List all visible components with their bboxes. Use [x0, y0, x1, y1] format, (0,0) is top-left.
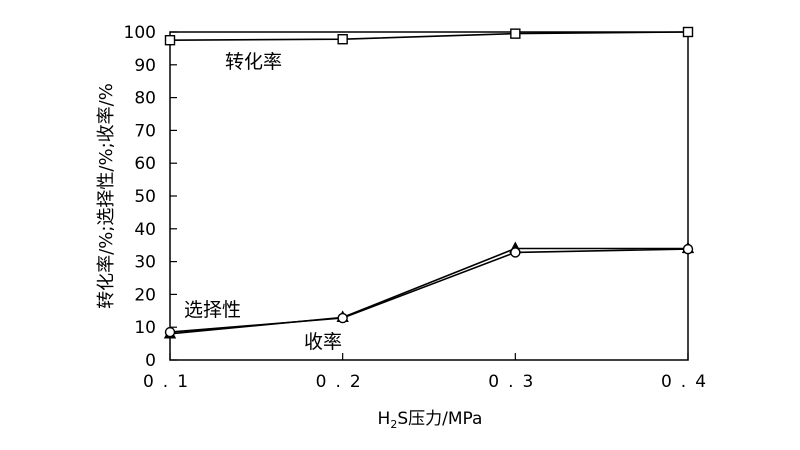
series-line — [169, 247, 688, 335]
y-tick-label: 30 — [134, 253, 156, 273]
circle-marker — [510, 247, 521, 258]
square-marker — [337, 34, 348, 45]
x-axis-label-rest: S压力/MPa — [397, 409, 482, 429]
circle-marker — [337, 312, 348, 324]
y-tick-label: 70 — [134, 121, 156, 141]
series-square — [164, 26, 694, 46]
y-tick-label: 10 — [134, 318, 156, 338]
square-marker — [510, 28, 521, 39]
series-label-yield: 收率 — [304, 331, 342, 353]
y-tick-label: 80 — [134, 89, 156, 109]
x-tick-label: 0.2 — [316, 372, 370, 392]
y-tick-label: 50 — [134, 187, 156, 207]
series-label-selectivity: 选择性 — [184, 299, 241, 321]
y-tick-label: 20 — [134, 285, 156, 305]
y-tick-label: 40 — [134, 220, 156, 240]
circle-marker — [682, 243, 694, 255]
series-circle — [164, 243, 694, 338]
series-line — [169, 31, 689, 41]
square-marker — [164, 35, 176, 46]
y-axis-label: 转化率/%;选择性/%;收率/% — [96, 83, 117, 309]
circle-marker — [164, 326, 176, 338]
y-tick-label: 90 — [134, 56, 156, 76]
x-axis-label: H2S压力/MPa — [378, 409, 483, 431]
y-axis: 0 10 20 30 40 50 60 70 80 90 100 — [124, 23, 177, 371]
series-label-conversion: 转化率 — [225, 51, 282, 73]
x-axis-label-subscript: 2 — [390, 418, 397, 431]
series-line — [169, 248, 689, 333]
y-tick-label: 100 — [124, 23, 156, 43]
x-tick-label: 0.1 — [143, 372, 197, 392]
x-tick-label: 0.3 — [488, 372, 542, 392]
y-tick-label: 60 — [134, 154, 156, 174]
y-tick-label: 0 — [145, 351, 156, 371]
square-marker — [682, 26, 694, 38]
x-tick-label: 0.4 — [661, 372, 715, 392]
plot-frame — [169, 31, 689, 361]
series-triangle — [163, 241, 695, 339]
x-axis-label-h: H — [378, 409, 391, 429]
series-layer — [163, 26, 695, 339]
x-axis: 0.1 0.2 0.3 0.4 — [143, 353, 715, 392]
